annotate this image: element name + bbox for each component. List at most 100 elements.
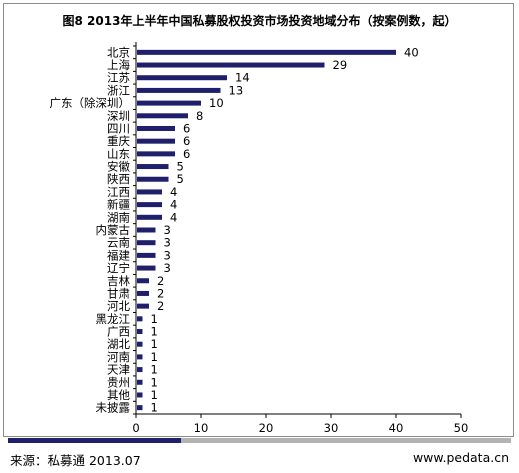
footer-rule [8,438,511,443]
bar [137,164,169,170]
footer-site: www.pedata.cn [412,450,509,465]
x-tick-label: 20 [259,421,274,435]
data-label: 2 [157,286,164,300]
data-label: 1 [151,388,158,402]
data-label: 3 [164,223,171,237]
bar [137,227,156,233]
bar [137,265,156,271]
data-label: 29 [333,58,348,72]
category-label: 河南 [107,350,130,364]
data-label: 8 [196,109,203,123]
data-label: 1 [151,350,158,364]
data-label: 1 [151,312,158,326]
bar [137,87,221,93]
category-label: 安徽 [107,160,130,174]
category-label: 陕西 [107,172,130,186]
category-label: 重庆 [107,134,130,148]
data-label: 6 [183,134,190,148]
category-label: 吉林 [107,274,130,288]
data-label: 6 [183,147,190,161]
data-label: 4 [170,210,177,224]
data-label: 3 [164,248,171,262]
bar [137,392,143,398]
data-label: 4 [170,185,177,199]
bar [137,151,175,157]
footer-source: 来源：私募通 2013.07 [10,453,141,468]
category-label: 江苏 [107,71,130,85]
bar [137,62,325,68]
bar [137,176,169,182]
bar [137,379,143,385]
category-label: 深圳 [107,109,130,123]
data-label: 1 [151,363,158,377]
data-label: 13 [229,83,244,97]
category-label: 新疆 [107,198,130,212]
data-label: 3 [164,261,171,275]
category-label: 内蒙古 [96,223,131,237]
bar [137,354,143,360]
bar [137,252,156,258]
category-label: 浙江 [107,83,130,97]
data-label: 3 [164,236,171,250]
data-label: 1 [151,337,158,351]
bar [137,125,175,131]
x-tick-label: 0 [132,421,139,435]
data-label: 10 [209,96,224,110]
category-label: 未披露 [96,401,131,415]
category-label: 湖北 [107,337,130,351]
bar [137,189,162,195]
x-tick-label: 30 [324,421,339,435]
category-label: 其他 [107,388,130,402]
category-label: 云南 [107,236,130,250]
data-label: 1 [151,375,158,389]
chart-title: 图8 2013年上半年中国私募股权投资市场投资地域分布（按案例数，起） [62,14,457,28]
bar [137,240,156,246]
category-label: 湖南 [107,210,130,224]
category-label: 贵州 [107,375,130,389]
data-label: 6 [183,121,190,135]
data-label: 40 [404,45,419,59]
category-label: 江西 [107,185,130,199]
category-label: 上海 [107,58,130,72]
bar [137,214,162,220]
footer-rule-accent [8,438,181,443]
bar [137,341,143,347]
bar [137,367,143,373]
x-tick-label: 50 [454,421,469,435]
x-tick-label: 10 [194,421,209,435]
bar [137,75,227,81]
data-label: 1 [151,401,158,415]
category-label: 黑龙江 [96,312,131,326]
data-label: 2 [157,299,164,313]
category-label: 四川 [107,121,130,135]
category-label: 辽宁 [107,261,130,275]
data-label: 4 [170,198,177,212]
data-label: 5 [177,160,184,174]
bar [137,138,175,144]
category-label: 广东（除深圳） [50,96,131,110]
bar [137,278,149,284]
bar [137,316,143,322]
data-label: 14 [235,71,250,85]
bar [137,303,149,309]
bar [137,113,188,119]
bar [137,290,149,296]
category-label: 天津 [107,363,130,377]
category-label: 福建 [107,248,130,262]
category-label: 广西 [107,325,130,339]
category-label: 山东 [107,147,130,161]
chart-frame: 图8 2013年上半年中国私募股权投资市场投资地域分布（按案例数，起） 0 10 2… [3,3,514,437]
data-label: 1 [151,325,158,339]
x-tick-label: 40 [389,421,404,435]
bar [137,329,143,335]
bar [137,202,162,208]
data-label: 5 [177,172,184,186]
category-label: 河北 [107,299,130,313]
bar [137,100,201,106]
category-label: 北京 [107,45,130,59]
data-label: 2 [157,274,164,288]
bar [137,49,396,55]
category-label: 甘肃 [107,286,130,300]
